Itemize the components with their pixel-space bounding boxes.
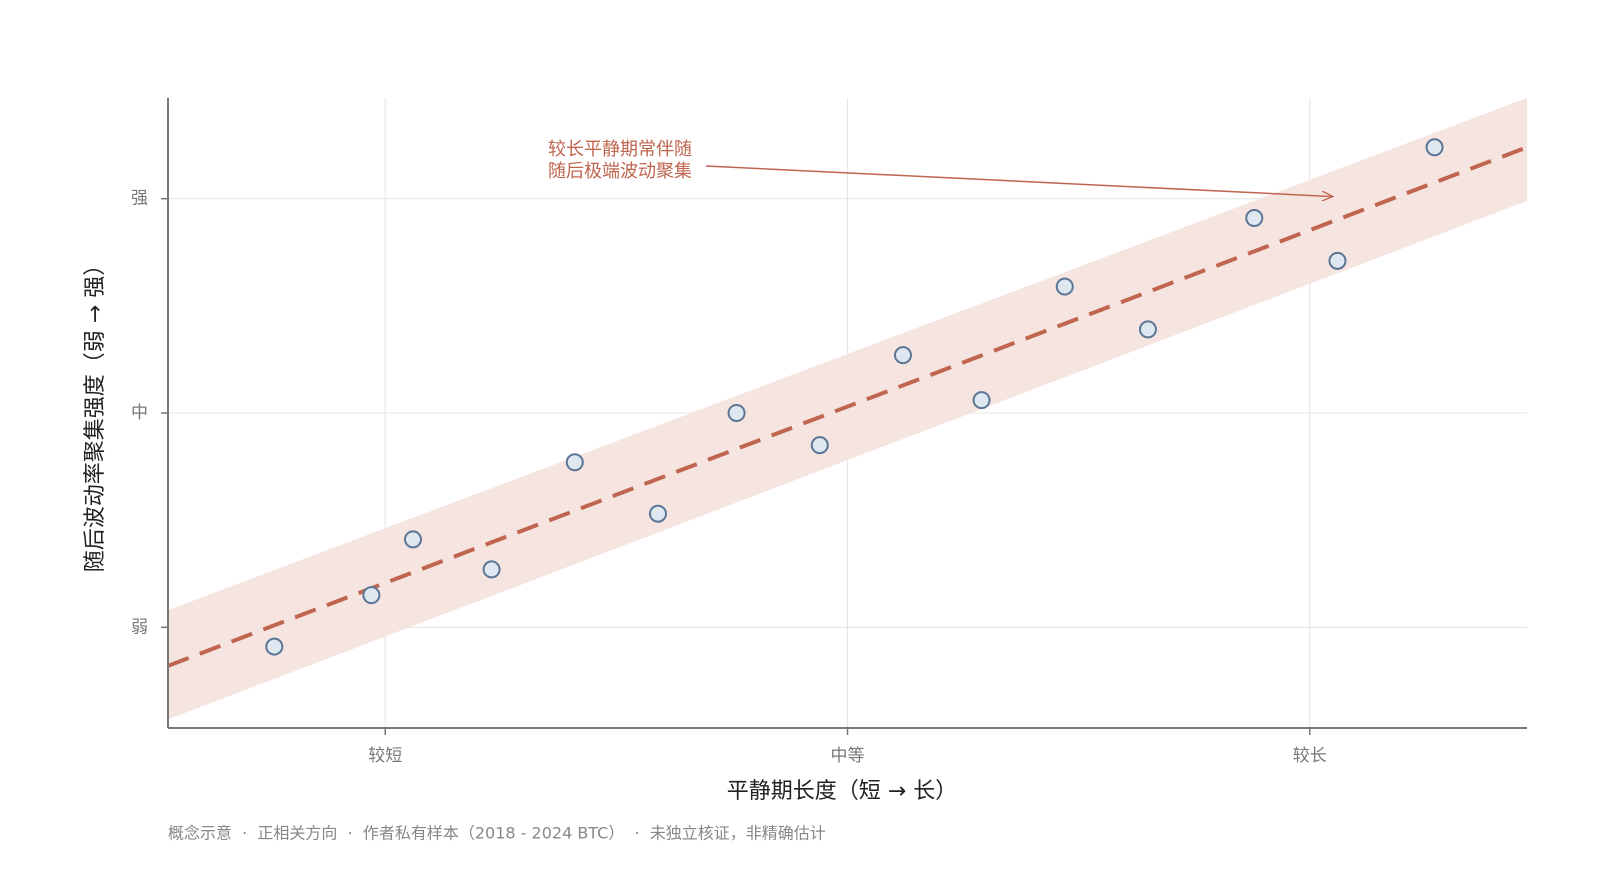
x-tick-label: 较长 (1293, 746, 1327, 766)
trend-line (168, 145, 1527, 668)
data-point (362, 586, 381, 605)
data-point (1328, 251, 1347, 270)
data-point (565, 453, 584, 472)
data-point (482, 560, 501, 579)
data-point (1055, 277, 1074, 296)
data-point (893, 346, 912, 365)
data-point (972, 391, 991, 410)
confidence-band (168, 98, 1527, 720)
plot-area (168, 98, 1527, 720)
x-axis-title: 平静期长度（短 → 长） (727, 779, 957, 804)
data-point (1245, 209, 1264, 227)
data-point (1138, 320, 1157, 339)
annotation-arrow (705, 165, 1333, 197)
data-point (648, 504, 667, 523)
annotation-text: 较长平静期常伴随 (548, 139, 692, 160)
x-tick-label: 中等 (831, 746, 865, 766)
y-axis-title: 随后波动率聚集强度（弱 → 强） (83, 254, 108, 572)
y-tick-label: 弱 (131, 617, 148, 637)
data-point (1425, 138, 1444, 157)
annotation-text: 随后极端波动聚集 (548, 161, 692, 182)
data-point (810, 436, 829, 455)
data-point (265, 637, 284, 656)
y-tick-label: 强 (131, 189, 148, 209)
data-point (727, 404, 746, 422)
footnote: 概念示意 · 正相关方向 · 作者私有样本（2018 - 2024 BTC） ·… (168, 824, 826, 843)
data-point (403, 530, 422, 549)
y-tick-label: 中 (131, 403, 148, 423)
x-tick-label: 较短 (368, 746, 402, 766)
